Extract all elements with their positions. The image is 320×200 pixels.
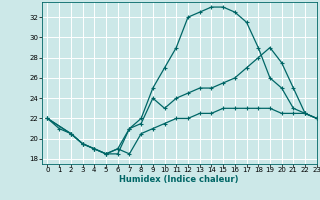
X-axis label: Humidex (Indice chaleur): Humidex (Indice chaleur): [119, 175, 239, 184]
